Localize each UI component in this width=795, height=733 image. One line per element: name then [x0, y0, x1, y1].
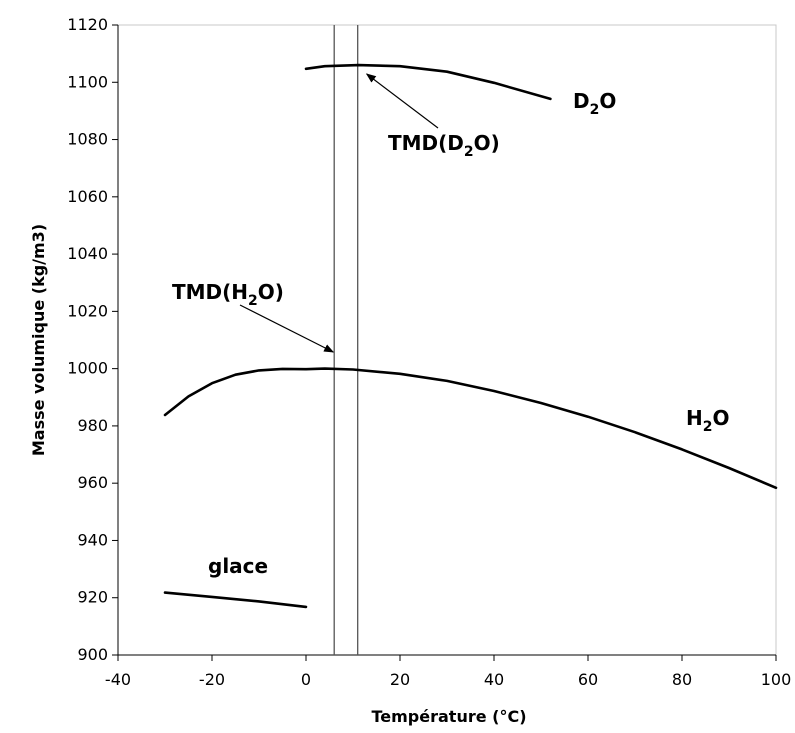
- x-tick-label: 20: [390, 670, 410, 689]
- tmd-h2o-label-main: TMD(H: [172, 280, 248, 304]
- y-tick-label: 900: [77, 645, 108, 664]
- series-group: [163, 63, 778, 609]
- y-tick-label: 1080: [67, 130, 108, 149]
- h2o-series-label-main: H: [686, 406, 703, 430]
- h2o-series-label-sub: 2: [703, 419, 713, 435]
- tmd-d2o-label-tail: O): [474, 131, 500, 155]
- x-tick-label: -20: [199, 670, 225, 689]
- glace-series-label: glace: [208, 554, 268, 578]
- series-line-glace: [163, 591, 308, 609]
- tmd-d2o-label-main: TMD(D: [388, 131, 464, 155]
- d2o-series-label-main: D: [573, 89, 590, 113]
- series-line-d2o: [304, 63, 552, 101]
- series-line-h2o: [163, 367, 778, 490]
- tmd-d2o-arrow: [365, 73, 439, 129]
- h2o-series-label: H2O: [686, 406, 730, 435]
- y-tick-label: 920: [77, 588, 108, 607]
- d2o-series-label: D2O: [573, 89, 616, 118]
- tmd-h2o-label-sub: 2: [248, 293, 258, 309]
- x-tick-label: 80: [672, 670, 692, 689]
- y-axis-title: Masse volumique (kg/m3): [29, 224, 48, 456]
- d2o-series-label-sub: 2: [590, 102, 600, 118]
- tmd-d2o-label: TMD(D2O): [388, 131, 500, 160]
- axes: 9009209409609801000102010401060108011001…: [67, 15, 791, 689]
- y-tick-label: 980: [77, 416, 108, 435]
- tmd-h2o-label: TMD(H2O): [172, 280, 284, 309]
- y-tick-label: 940: [77, 530, 108, 549]
- y-tick-label: 1060: [67, 187, 108, 206]
- y-tick-label: 1000: [67, 359, 108, 378]
- y-tick-label: 1100: [67, 72, 108, 91]
- y-tick-label: 1040: [67, 244, 108, 263]
- x-tick-label: 0: [301, 670, 311, 689]
- tmd-d2o-label-sub: 2: [464, 144, 474, 160]
- tmd-h2o-label-tail: O): [258, 280, 284, 304]
- x-tick-label: 40: [484, 670, 504, 689]
- h2o-series-label-tail: O: [713, 406, 730, 430]
- annotation-arrows: [239, 73, 439, 353]
- y-tick-label: 1020: [67, 301, 108, 320]
- x-tick-label: 60: [578, 670, 598, 689]
- d2o-series-label-tail: O: [599, 89, 616, 113]
- x-tick-label: 100: [761, 670, 792, 689]
- y-tick-label: 960: [77, 473, 108, 492]
- y-tick-label: 1120: [67, 15, 108, 34]
- tmd-h2o-arrow: [239, 304, 335, 353]
- x-axis-title: Température (°C): [371, 707, 526, 726]
- reference-lines: [333, 25, 359, 655]
- x-tick-label: -40: [105, 670, 131, 689]
